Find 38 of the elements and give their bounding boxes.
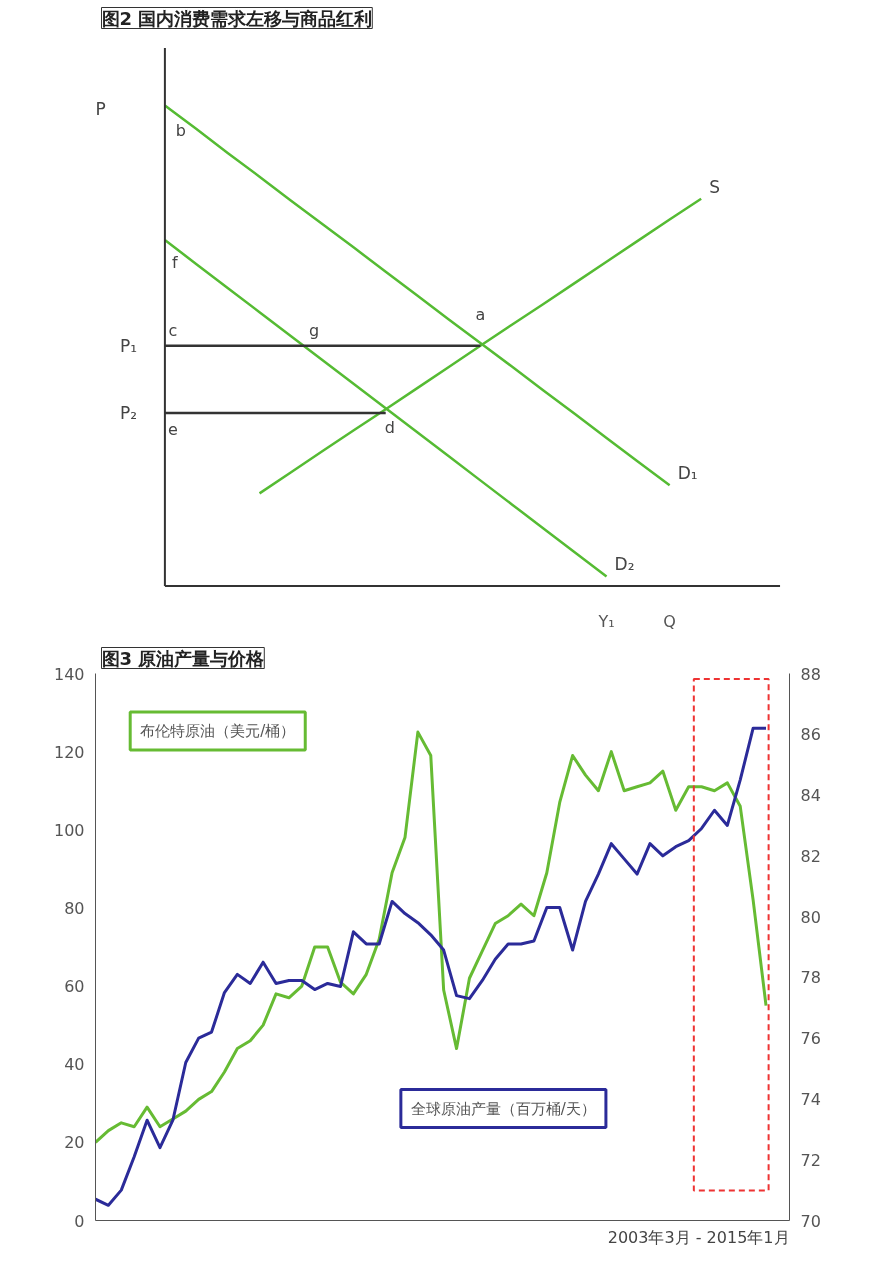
y2-tick-label: 80 (800, 907, 821, 927)
x-axis-title: 2003年3月 - 2015年1月 (607, 1227, 790, 1247)
y2-tick-label: 78 (800, 968, 821, 988)
y2-tick-label: 84 (800, 786, 821, 806)
y-tick-label: 100 (53, 820, 85, 840)
y2-tick-label: 72 (800, 1150, 821, 1170)
series-label: P₂ (119, 403, 137, 424)
annotation: f (172, 253, 179, 273)
y2-tick-label: 88 (800, 664, 821, 684)
annotation: a (475, 304, 486, 324)
y-tick-label: 60 (64, 977, 85, 997)
text: 布伦特原油（美元/桶） (140, 722, 296, 741)
y-tick-label: 40 (64, 1055, 85, 1075)
series-label: P₁ (119, 335, 137, 356)
annotation: d (384, 418, 395, 438)
series-label: D₂ (614, 554, 635, 575)
x-tick-label: Y₁ (597, 611, 615, 631)
y2-tick-label: 74 (800, 1089, 821, 1109)
annotation: b (175, 120, 186, 140)
y-tick-label: 140 (53, 664, 85, 684)
y-tick-label: 0 (74, 1211, 85, 1231)
y2-tick-label: 82 (800, 846, 821, 866)
chart-title: 图3 原油产量与价格 (101, 647, 266, 669)
y-axis-title: P (95, 98, 106, 119)
y-tick-label: 20 (64, 1133, 85, 1153)
y2-tick-label: 76 (800, 1029, 821, 1049)
y-tick-label: 80 (64, 898, 85, 918)
y2-tick-label: 86 (800, 725, 821, 745)
y-tick-label: 120 (53, 742, 85, 762)
annotation: g (308, 321, 320, 341)
text: 全球原油产量（百万桶/天） (410, 1099, 596, 1118)
chart-title: 图2 国内消费需求左移与商品红利 (101, 7, 373, 29)
series-label: D₁ (677, 463, 698, 484)
x-tick-label: Q (663, 611, 676, 631)
annotation: c (168, 320, 178, 340)
y2-tick-label: 70 (800, 1211, 821, 1231)
series-label: S (709, 176, 720, 197)
annotation: e (167, 420, 178, 440)
